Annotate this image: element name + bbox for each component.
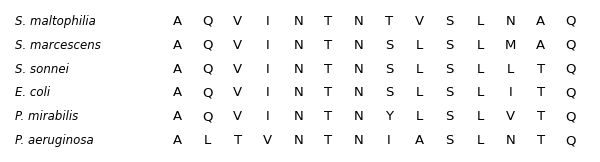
Text: L: L [416, 87, 423, 99]
Text: T: T [325, 134, 332, 147]
Text: T: T [536, 134, 545, 147]
Text: L: L [476, 134, 484, 147]
Text: T: T [536, 110, 545, 123]
Text: N: N [354, 63, 364, 75]
Text: Q: Q [202, 110, 212, 123]
Text: T: T [325, 39, 332, 52]
Text: T: T [385, 15, 393, 28]
Text: Q: Q [566, 110, 576, 123]
Text: P. mirabilis: P. mirabilis [15, 110, 78, 123]
Text: T: T [536, 63, 545, 75]
Text: Q: Q [566, 63, 576, 75]
Text: S: S [446, 63, 454, 75]
Text: L: L [476, 15, 484, 28]
Text: S: S [385, 87, 393, 99]
Text: T: T [233, 134, 242, 147]
Text: S. sonnei: S. sonnei [15, 63, 69, 75]
Text: N: N [293, 110, 303, 123]
Text: V: V [233, 63, 242, 75]
Text: A: A [172, 110, 182, 123]
Text: N: N [293, 134, 303, 147]
Text: S: S [446, 134, 454, 147]
Text: S: S [385, 63, 393, 75]
Text: A: A [536, 39, 545, 52]
Text: I: I [266, 110, 270, 123]
Text: L: L [416, 110, 423, 123]
Text: V: V [233, 110, 242, 123]
Text: L: L [476, 39, 484, 52]
Text: N: N [354, 39, 364, 52]
Text: L: L [416, 63, 423, 75]
Text: I: I [266, 63, 270, 75]
Text: S: S [446, 15, 454, 28]
Text: A: A [172, 39, 182, 52]
Text: A: A [172, 63, 182, 75]
Text: T: T [325, 110, 332, 123]
Text: L: L [506, 63, 514, 75]
Text: Q: Q [566, 87, 576, 99]
Text: A: A [172, 15, 182, 28]
Text: N: N [505, 15, 515, 28]
Text: P. aeruginosa: P. aeruginosa [15, 134, 94, 147]
Text: N: N [354, 15, 364, 28]
Text: L: L [203, 134, 211, 147]
Text: I: I [387, 134, 391, 147]
Text: L: L [476, 87, 484, 99]
Text: I: I [266, 39, 270, 52]
Text: N: N [354, 110, 364, 123]
Text: N: N [293, 39, 303, 52]
Text: Q: Q [566, 134, 576, 147]
Text: N: N [293, 63, 303, 75]
Text: A: A [172, 87, 182, 99]
Text: S. marcescens: S. marcescens [15, 39, 101, 52]
Text: A: A [172, 134, 182, 147]
Text: V: V [415, 15, 424, 28]
Text: N: N [505, 134, 515, 147]
Text: S: S [446, 39, 454, 52]
Text: A: A [536, 15, 545, 28]
Text: L: L [416, 39, 423, 52]
Text: I: I [266, 15, 270, 28]
Text: S: S [446, 110, 454, 123]
Text: I: I [266, 87, 270, 99]
Text: T: T [536, 87, 545, 99]
Text: V: V [233, 87, 242, 99]
Text: V: V [506, 110, 515, 123]
Text: T: T [325, 87, 332, 99]
Text: I: I [508, 87, 512, 99]
Text: T: T [325, 15, 332, 28]
Text: Q: Q [202, 39, 212, 52]
Text: V: V [263, 134, 272, 147]
Text: S. maltophilia: S. maltophilia [15, 15, 96, 28]
Text: Q: Q [202, 87, 212, 99]
Text: Y: Y [385, 110, 393, 123]
Text: Q: Q [566, 15, 576, 28]
Text: A: A [415, 134, 424, 147]
Text: S: S [446, 87, 454, 99]
Text: T: T [325, 63, 332, 75]
Text: N: N [354, 87, 364, 99]
Text: N: N [293, 87, 303, 99]
Text: Q: Q [566, 39, 576, 52]
Text: Q: Q [202, 15, 212, 28]
Text: V: V [233, 39, 242, 52]
Text: V: V [233, 15, 242, 28]
Text: L: L [476, 63, 484, 75]
Text: S: S [385, 39, 393, 52]
Text: M: M [505, 39, 516, 52]
Text: L: L [476, 110, 484, 123]
Text: N: N [293, 15, 303, 28]
Text: Q: Q [202, 63, 212, 75]
Text: E. coli: E. coli [15, 87, 50, 99]
Text: N: N [354, 134, 364, 147]
